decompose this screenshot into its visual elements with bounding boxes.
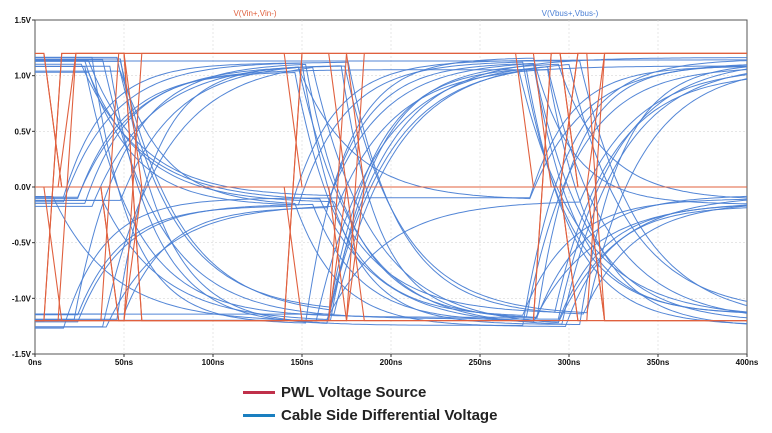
legend-entry-cable: Cable Side Differential Voltage bbox=[243, 405, 497, 425]
legend-label-cable: Cable Side Differential Voltage bbox=[281, 406, 498, 424]
legend-swatch-pwl bbox=[243, 390, 275, 394]
y-tick-label-0: 1.5V bbox=[15, 16, 32, 25]
legend-label-pwl: PWL Voltage Source bbox=[281, 383, 427, 401]
x-tick-label-6: 300ns bbox=[558, 358, 581, 367]
cable-trace-8 bbox=[35, 62, 747, 325]
cable-trace-27 bbox=[35, 66, 747, 322]
x-tick-label-3: 150ns bbox=[291, 358, 314, 367]
cable-trace-7 bbox=[35, 65, 747, 320]
x-tick-label-7: 350ns bbox=[647, 358, 670, 367]
cable-trace-30 bbox=[35, 65, 747, 314]
cable-trace-1 bbox=[35, 66, 747, 318]
y-tick-label-1: 1.0V bbox=[15, 72, 32, 81]
cable-trace-24 bbox=[35, 66, 747, 329]
cable-trace-21 bbox=[35, 56, 747, 308]
cable-trace-6 bbox=[35, 59, 747, 316]
axis-ticks: 0ns 50ns 100ns 150ns 200ns 250ns 300ns 350ns 400… bbox=[12, 16, 759, 367]
cable-trace-31 bbox=[35, 71, 747, 316]
x-tick-label-0: 0ns bbox=[28, 358, 42, 367]
cable-trace-22 bbox=[35, 66, 747, 328]
pwl-trace-11 bbox=[35, 52, 747, 322]
cable-trace-20 bbox=[35, 74, 747, 320]
legend-swatch-cable bbox=[243, 413, 275, 417]
cable-trace-19 bbox=[35, 65, 747, 328]
pwl-trace-6 bbox=[35, 186, 747, 322]
cable-trace-9 bbox=[35, 62, 747, 315]
y-tick-label-3: 0.0V bbox=[15, 183, 32, 192]
cable-trace-13 bbox=[35, 64, 747, 201]
cable-trace-15 bbox=[35, 63, 747, 315]
trace-label-vin: V(Vin+,Vin-) bbox=[233, 9, 276, 18]
x-tick-label-5: 250ns bbox=[469, 358, 492, 367]
legend-entry-pwl: PWL Voltage Source bbox=[243, 382, 497, 402]
pwl-trace-10 bbox=[35, 52, 747, 188]
y-tick-label-6: -1.5V bbox=[12, 350, 32, 359]
series-cable-side bbox=[35, 56, 747, 329]
cable-trace-2 bbox=[35, 63, 747, 320]
trace-label-vbus: V(Vbus+,Vbus-) bbox=[542, 9, 599, 18]
x-tick-label-1: 50ns bbox=[115, 358, 134, 367]
cable-trace-29 bbox=[35, 56, 747, 324]
cable-trace-28 bbox=[35, 58, 747, 326]
series-pwl-source bbox=[35, 52, 747, 322]
x-tick-label-4: 200ns bbox=[380, 358, 403, 367]
eye-diagram-chart: 0ns 50ns 100ns 150ns 200ns 250ns 300ns 350ns 400… bbox=[12, 9, 759, 367]
y-tick-label-5: -1.0V bbox=[12, 294, 32, 303]
legend: PWL Voltage Source Cable Side Differenti… bbox=[243, 382, 497, 428]
y-tick-label-4: -0.5V bbox=[12, 239, 32, 248]
cable-trace-26 bbox=[35, 66, 747, 325]
cable-trace-12 bbox=[35, 60, 747, 307]
cable-trace-23 bbox=[35, 65, 747, 325]
x-tick-label-8: 400ns bbox=[736, 358, 759, 367]
cable-trace-14 bbox=[35, 60, 747, 319]
cable-trace-25 bbox=[35, 59, 747, 320]
x-tick-label-2: 100ns bbox=[202, 358, 225, 367]
y-tick-label-2: 0.5V bbox=[15, 127, 32, 136]
